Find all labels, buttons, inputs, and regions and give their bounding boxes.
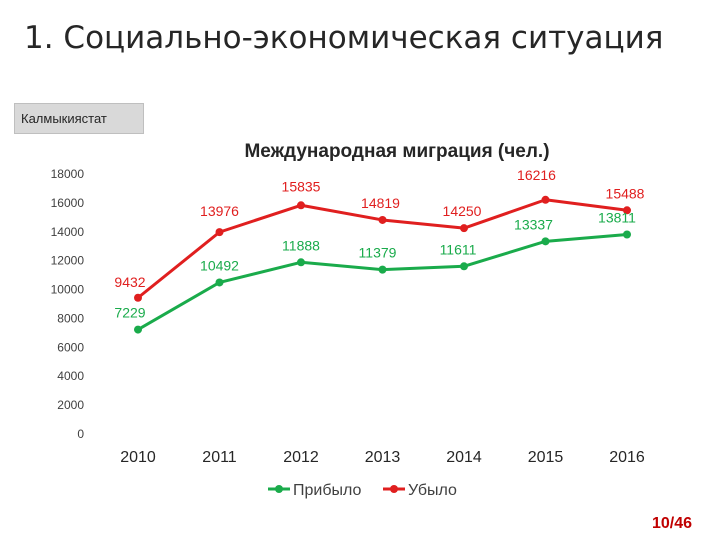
slide-title: 1. Социально-экономическая ситуация	[24, 20, 664, 56]
data-label: 7229	[114, 305, 145, 321]
data-point	[623, 206, 631, 215]
page-number: 10/46	[652, 515, 693, 532]
y-tick-label: 18000	[51, 167, 85, 181]
legend-label: Убыло	[408, 482, 457, 499]
x-tick-label: 2013	[365, 449, 401, 466]
y-tick-label: 6000	[57, 340, 84, 354]
series-points	[134, 195, 631, 334]
data-point	[378, 265, 387, 274]
data-point	[541, 195, 550, 204]
legend-marker	[275, 485, 283, 493]
data-point	[541, 237, 550, 246]
data-label: 13811	[598, 210, 636, 226]
data-point	[297, 258, 305, 267]
data-label: 10492	[200, 257, 239, 273]
data-label: 15488	[606, 185, 645, 201]
data-label: 13337	[514, 216, 553, 232]
data-label: 14819	[361, 195, 400, 211]
legend-marker	[390, 485, 398, 493]
data-label: 9432	[114, 274, 145, 290]
data-labels: 7229 10492 11888 11379 11611 13337 13811 9432 13…	[114, 167, 644, 321]
y-tick-label: 10000	[51, 283, 85, 297]
x-tick-label: 2010	[120, 449, 156, 466]
y-tick-label: 2000	[57, 398, 84, 412]
data-point	[623, 230, 631, 239]
x-axis: 2010 2011 2012 2013 2014 2015 2016	[120, 449, 645, 466]
x-tick-label: 2015	[528, 449, 564, 466]
legend-label: Прибыло	[293, 482, 362, 499]
data-point	[134, 293, 142, 302]
data-point	[297, 201, 305, 210]
data-point	[134, 325, 142, 334]
data-point	[215, 278, 224, 287]
x-tick-label: 2014	[446, 449, 482, 466]
x-tick-label: 2016	[609, 449, 645, 466]
y-tick-label: 8000	[57, 311, 84, 325]
data-label: 11888	[282, 237, 320, 253]
y-tick-label: 14000	[51, 225, 85, 239]
data-label: 14250	[443, 203, 482, 219]
data-label: 11379	[359, 245, 397, 261]
data-point	[378, 215, 387, 224]
data-point	[460, 262, 468, 271]
y-tick-label: 0	[77, 427, 84, 441]
data-label: 16216	[517, 167, 556, 183]
data-label: 11611	[440, 241, 477, 257]
y-tick-label: 4000	[57, 369, 84, 383]
y-axis: 0 2000 4000 6000 8000 10000 12000 14000 16000 180…	[51, 167, 85, 441]
legend: Прибыло Убыло	[268, 482, 457, 499]
data-label: 13976	[200, 203, 239, 219]
data-point	[215, 228, 224, 237]
chart-title: Международная миграция (чел.)	[244, 141, 549, 162]
data-label: 15835	[282, 178, 321, 194]
y-tick-label: 12000	[51, 254, 85, 268]
y-tick-label: 16000	[51, 196, 85, 210]
x-tick-label: 2011	[202, 449, 237, 466]
source-badge: Калмыкиястат	[14, 103, 144, 134]
data-point	[460, 224, 468, 233]
x-tick-label: 2012	[283, 449, 319, 466]
